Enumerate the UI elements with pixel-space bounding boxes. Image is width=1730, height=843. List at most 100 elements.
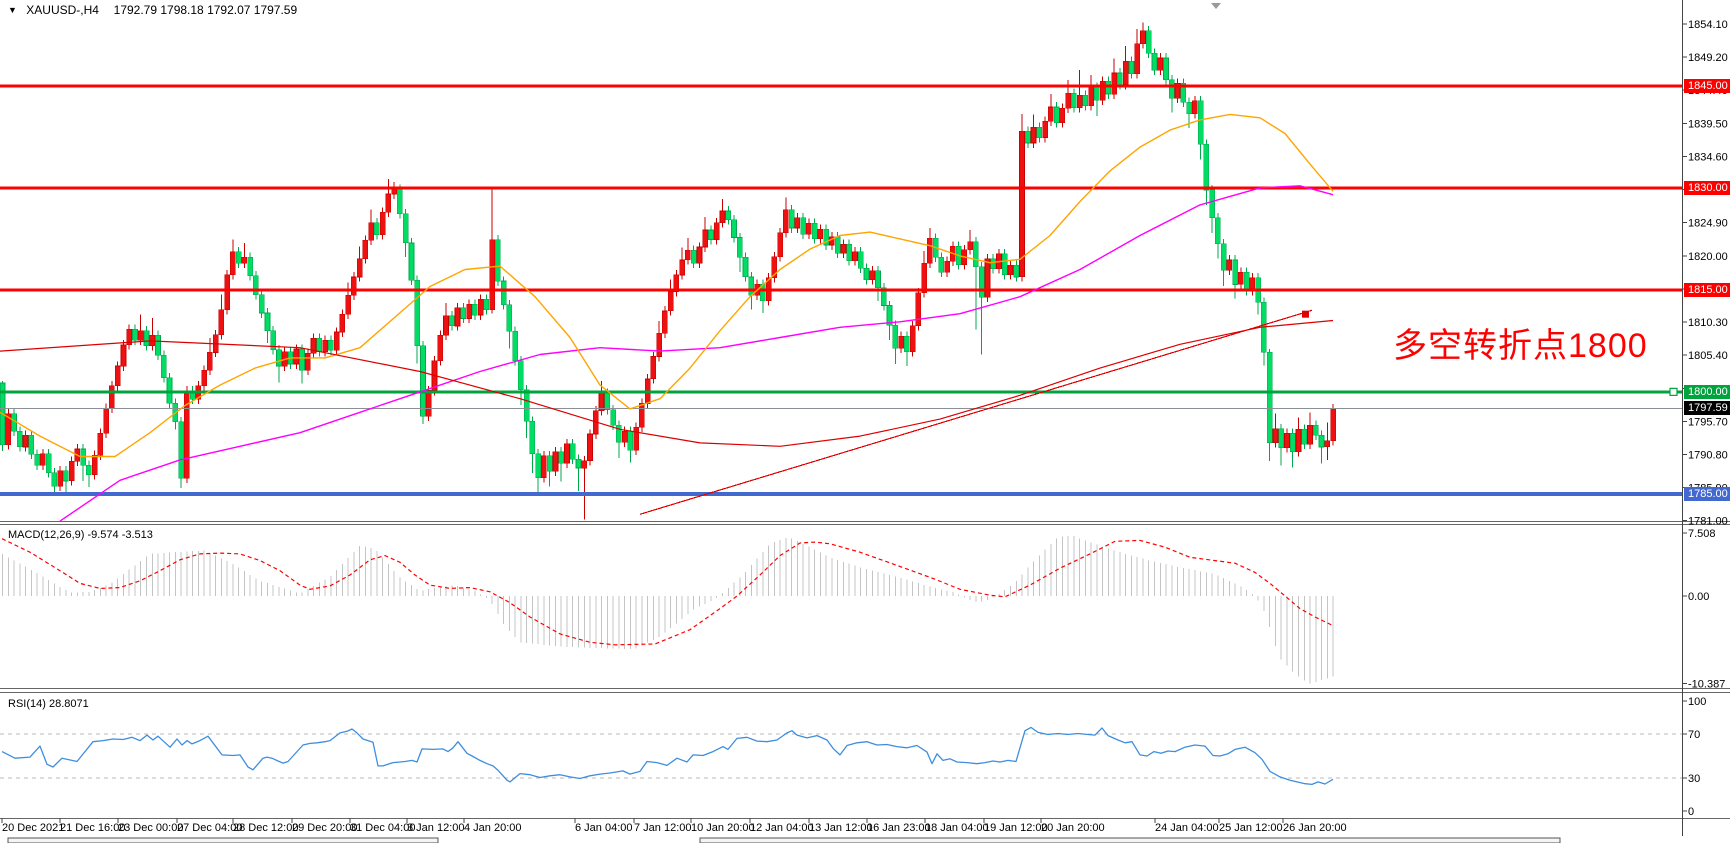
bear-candle-body <box>708 229 714 240</box>
bull-candle-body <box>443 315 449 336</box>
price-axis-label[interactable]: 1824.90 <box>1688 218 1728 230</box>
ma-orange-line <box>0 113 1334 458</box>
bottom-tab-right[interactable] <box>699 837 1561 843</box>
price-axis-label[interactable]: 1795.70 <box>1688 416 1728 428</box>
price-badge-1815.00: 1815.00 <box>1684 282 1730 297</box>
price-badge-1845.00: 1845.00 <box>1684 78 1730 93</box>
bull-candle-body <box>915 292 922 327</box>
time-axis-label: 31 Dec 04:00 <box>350 822 416 834</box>
macd-axis-label[interactable]: 0.00 <box>1688 591 1709 603</box>
trendline <box>639 309 1313 515</box>
bull-candle-body <box>351 276 357 296</box>
bear-candle-body <box>569 443 576 460</box>
bull-candle-body <box>1111 72 1117 95</box>
bear-candle-body <box>1243 271 1250 291</box>
price-axis-label[interactable]: 1790.80 <box>1688 450 1728 462</box>
bear-candle-body <box>529 420 536 455</box>
rsi-axis-label[interactable]: 70 <box>1688 729 1700 741</box>
bear-candle-body <box>863 267 870 281</box>
trendline-drag-handle[interactable] <box>1302 310 1309 318</box>
bull-candle-body <box>57 470 63 487</box>
bear-candle-body <box>731 219 737 238</box>
bull-candle-body <box>97 433 104 456</box>
bear-candle-body <box>327 339 334 351</box>
rsi-axis-label[interactable]: 100 <box>1688 696 1706 708</box>
hline-drag-handle[interactable] <box>1669 387 1678 396</box>
macd-signal-line <box>1 538 1334 646</box>
bear-candle-body <box>316 337 323 353</box>
price-axis-label[interactable]: 1839.50 <box>1688 118 1728 130</box>
bull-candle-body <box>1134 43 1140 74</box>
bull-candle-body <box>1140 30 1146 44</box>
bull-candle-body <box>783 209 789 234</box>
bear-candle-body <box>523 389 530 422</box>
ma-magenta-line <box>59 185 1334 522</box>
bull-candle-body <box>1295 428 1302 452</box>
price-badge-1830.00: 1830.00 <box>1684 180 1730 195</box>
symbol-dropdown-icon[interactable]: ▼ <box>8 5 17 15</box>
bear-candle-body <box>495 239 501 282</box>
bear-candle-body <box>1209 189 1215 219</box>
bear-candle-body <box>420 345 426 417</box>
bull-candle-body <box>564 443 570 464</box>
time-axis-label: 6 Jan 04:00 <box>575 822 633 834</box>
bear-candle-body <box>471 303 478 316</box>
bull-candle-body <box>293 348 300 365</box>
bull-candle-body <box>667 291 674 312</box>
bull-candle-body <box>927 237 933 264</box>
bear-candle-body <box>892 324 899 349</box>
bull-candle-body <box>1324 440 1331 448</box>
bear-candle-body <box>1053 106 1060 123</box>
bull-candle-body <box>339 314 346 333</box>
bear-candle-body <box>546 455 553 472</box>
bear-candle-body <box>857 251 864 269</box>
bull-candle-body <box>1048 106 1054 122</box>
price-axis-label[interactable]: 1854.10 <box>1688 19 1728 31</box>
bear-candle-body <box>846 244 853 261</box>
bear-candle-body <box>1001 253 1008 276</box>
price-axis-label[interactable]: 1834.60 <box>1688 151 1728 163</box>
chart-title: ▼ XAUUSD-,H4 1792.79 1798.18 1792.07 179… <box>8 3 297 17</box>
bear-candle-body <box>875 270 881 289</box>
macd-axis-label[interactable]: -10.387 <box>1688 678 1725 690</box>
bull-candle-body <box>898 335 904 349</box>
bull-candle-body <box>1030 127 1037 144</box>
bear-candle-body <box>880 287 887 306</box>
price-axis-label[interactable]: 1805.40 <box>1688 350 1728 362</box>
bear-candle-body <box>1036 127 1043 138</box>
time-axis-label: 10 Jan 20:00 <box>691 822 755 834</box>
bull-candle-body <box>310 337 317 354</box>
bottom-tab-left[interactable] <box>7 837 439 843</box>
bull-candle-body <box>581 460 588 469</box>
bull-candle-body <box>921 263 927 293</box>
bull-candle-body <box>345 294 351 315</box>
bear-candle-body <box>1071 93 1077 109</box>
bull-candle-body <box>967 241 974 251</box>
bear-candle-body <box>1278 428 1284 448</box>
price-axis-label[interactable]: 1849.20 <box>1688 52 1728 64</box>
bear-candle-body <box>788 209 795 229</box>
price-axis-label[interactable]: 1781.00 <box>1688 516 1728 528</box>
rsi-axis-label[interactable]: 0 <box>1688 806 1694 818</box>
price-axis-label[interactable]: 1820.00 <box>1688 251 1728 263</box>
bull-candle-body <box>869 270 876 280</box>
bull-candle-body <box>662 310 668 334</box>
bull-candle-body <box>685 250 691 261</box>
rsi-axis-label[interactable]: 30 <box>1688 773 1700 785</box>
bull-candle-body <box>713 222 720 240</box>
price-annotation-text[interactable]: 多空转折点1800 <box>1393 327 1648 365</box>
bear-candle-body <box>1215 217 1221 244</box>
bear-candle-body <box>63 470 69 482</box>
bear-candle-body <box>132 328 138 341</box>
bear-candle-body <box>1289 433 1296 453</box>
bull-candle-body <box>379 212 386 236</box>
bull-candle-body <box>385 193 392 213</box>
bull-candle-body <box>1065 93 1071 109</box>
bull-candle-body <box>22 435 29 448</box>
time-axis-label: 23 Dec 00:00 <box>118 822 184 834</box>
bear-candle-body <box>1197 100 1204 145</box>
bull-candle-body <box>777 232 783 257</box>
price-axis-label[interactable]: 1810.30 <box>1688 317 1728 329</box>
macd-axis-label[interactable]: 7.508 <box>1688 528 1716 540</box>
